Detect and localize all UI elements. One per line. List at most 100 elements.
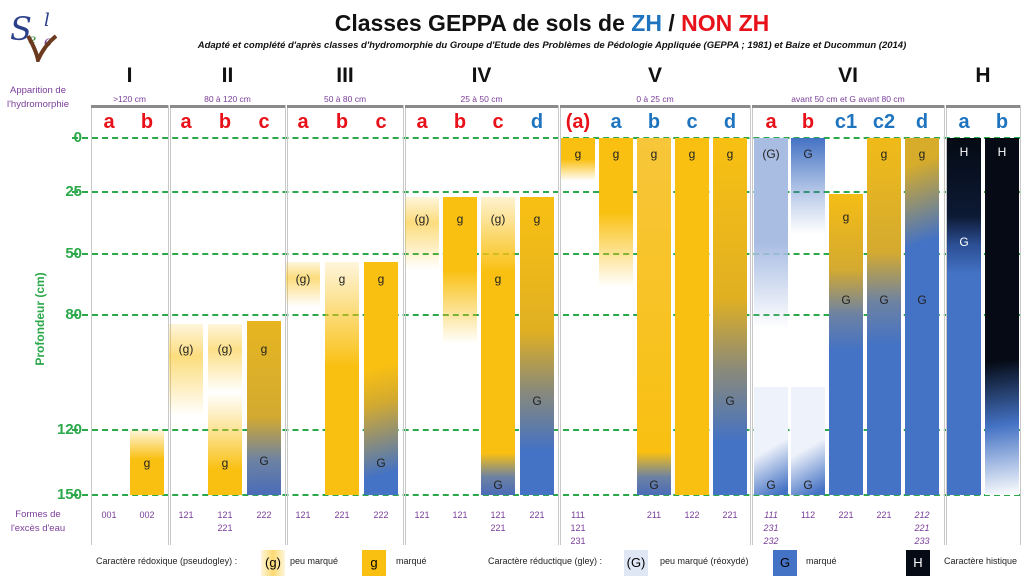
soil-band-II-a [169, 323, 203, 416]
water-excess-codes-VI-b: 112 [788, 509, 828, 522]
y-tick-25: 25 [65, 183, 82, 200]
band-label: g [650, 146, 658, 161]
code: 221 [838, 510, 854, 520]
group-divider [946, 105, 947, 545]
group-II-title: II [221, 64, 234, 87]
band-label: G [376, 456, 386, 471]
apparition-label: Apparition de l'hydromorphie [2, 84, 74, 112]
code: 112 [800, 510, 816, 520]
group-I-range: >120 cm [113, 94, 146, 104]
group-divider [285, 105, 286, 545]
legend-gley-label: marqué [806, 556, 837, 566]
title-sep: / [661, 10, 682, 36]
formes-label: Formes de l'excès d'eau [2, 508, 74, 536]
column-II-b-letter: b [218, 111, 232, 133]
code: 232 [763, 536, 779, 546]
y-tick-120: 120 [56, 421, 82, 438]
band-label: g [574, 146, 582, 161]
column-V-(a)-letter: (a) [565, 111, 591, 133]
page-title: Classes GEPPA de sols de ZH / NON ZH [0, 10, 1024, 37]
band-label: H [997, 144, 1007, 159]
svg-text:S: S [10, 10, 32, 48]
code: 211 [646, 510, 662, 520]
water-excess-codes-IV-a: 121 [402, 509, 442, 522]
code: 121 [414, 510, 430, 520]
water-excess-codes-I-a: 001 [89, 509, 129, 522]
code: 121 [570, 523, 586, 533]
column-H-a-letter: a [958, 111, 970, 133]
gridline-0 [72, 137, 1020, 139]
column-IV-a-letter: a [416, 111, 428, 133]
y-tick-50: 50 [65, 245, 82, 262]
y-tick-80: 80 [65, 306, 82, 323]
soil-band-VI-c1 [829, 194, 863, 495]
code: 221 [334, 510, 350, 520]
band-label: g [918, 146, 926, 161]
band-label: (g) [217, 341, 233, 356]
band-label: (g) [178, 341, 194, 356]
group-V-bar [560, 105, 750, 108]
water-excess-codes-III-a: 121 [283, 509, 323, 522]
group-divider [1020, 105, 1021, 545]
legend-histic-swatch: H [906, 550, 930, 576]
code: 221 [490, 523, 506, 533]
group-I-bar [91, 105, 168, 108]
band-label: (g) [490, 212, 506, 227]
band-label: H [959, 144, 969, 159]
legend-gley-swatch: G [773, 550, 797, 576]
soil-band-IV-d [520, 196, 554, 495]
water-excess-codes-V-(a): 111 121 231 [558, 509, 598, 548]
group-divider [403, 105, 404, 545]
water-excess-codes-IV-b: 121 [440, 509, 480, 522]
group-V-range: 0 à 25 cm [636, 94, 674, 104]
band-label: g [221, 456, 229, 471]
code: 221 [914, 523, 930, 533]
band-label: (G) [762, 146, 780, 161]
soil-band-VI-c2 [867, 138, 901, 495]
column-V-c-letter: c [686, 111, 698, 133]
column-II-c-letter: c [258, 111, 270, 133]
band-label: G [493, 477, 503, 492]
group-I-title: I [126, 64, 133, 87]
svg-text:l: l [44, 10, 50, 31]
water-excess-codes-I-b: 002 [127, 509, 167, 522]
band-label: g [688, 146, 696, 161]
soil-band-III-a [286, 262, 320, 307]
band-label: g [338, 272, 346, 287]
group-divider [560, 105, 561, 545]
water-excess-codes-III-b: 221 [322, 509, 362, 522]
band-label: g [456, 212, 464, 227]
water-excess-codes-II-c: 222 [244, 509, 284, 522]
band-label: g [842, 209, 850, 224]
code: 221 [876, 510, 892, 520]
legend-redox-title: Caractère rédoxique (pseudogley) : [96, 556, 238, 566]
soil-band-III-b [325, 262, 359, 495]
legend-gley-title: Caractère réductique (gley) : [488, 556, 603, 566]
soil-band-H-b [985, 138, 1019, 495]
legend-redox-weak-swatch: (g) [261, 550, 285, 576]
code: 231 [570, 536, 586, 546]
column-VI-c1-letter: c1 [834, 111, 858, 133]
code: 231 [763, 523, 779, 533]
band-label: g [143, 456, 151, 471]
group-divider [91, 105, 92, 545]
column-H-b-letter: b [995, 111, 1009, 133]
group-VI-bar [752, 105, 944, 108]
formes-line-2: l'excès d'eau [10, 523, 66, 534]
column-VI-d-letter: d [915, 111, 929, 133]
band-label: (g) [414, 212, 430, 227]
water-excess-codes-IV-d: 221 [517, 509, 557, 522]
group-VI-range: avant 50 cm et G avant 80 cm [791, 94, 905, 104]
band-label: G [725, 393, 735, 408]
title-zh: ZH [631, 10, 662, 36]
soil-band-IV-c [481, 196, 515, 495]
group-H-title: H [975, 64, 991, 87]
code: 222 [373, 510, 389, 520]
soil-band-II-c [247, 320, 281, 495]
band-label: G [259, 454, 269, 468]
gridline-150 [72, 494, 1020, 496]
group-IV-range: 25 à 50 cm [460, 94, 503, 104]
column-IV-c-letter: c [492, 111, 504, 133]
code: 121 [490, 510, 506, 520]
soil-band-VI-d [905, 138, 939, 495]
